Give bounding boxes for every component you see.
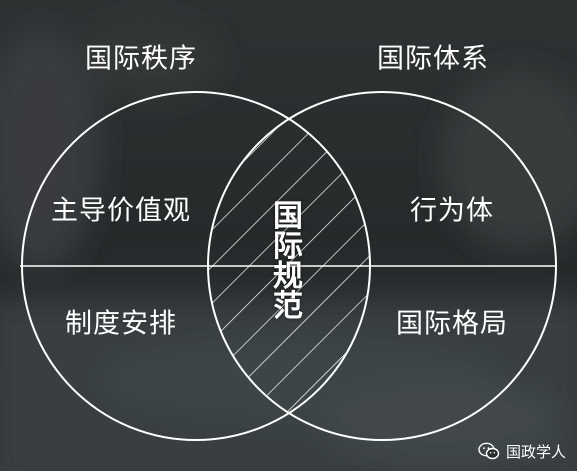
wechat-icon: [478, 442, 500, 460]
watermark: 国政学人: [478, 438, 566, 464]
left-circle-title: 国际秩序: [85, 43, 197, 75]
right-circle-title: 国际体系: [377, 43, 489, 75]
watermark-text: 国政学人: [506, 442, 567, 461]
left-lower-label: 制度安排: [65, 308, 177, 340]
left-circle: [21, 91, 371, 441]
right-circle: [207, 91, 557, 441]
right-lower-label: 国际格局: [396, 308, 508, 340]
right-upper-label: 行为体: [410, 195, 494, 227]
left-upper-label: 主导价值观: [51, 195, 191, 227]
intersection-label: 国 际 规 范: [273, 199, 303, 324]
intersection-hatch: [208, 92, 370, 440]
